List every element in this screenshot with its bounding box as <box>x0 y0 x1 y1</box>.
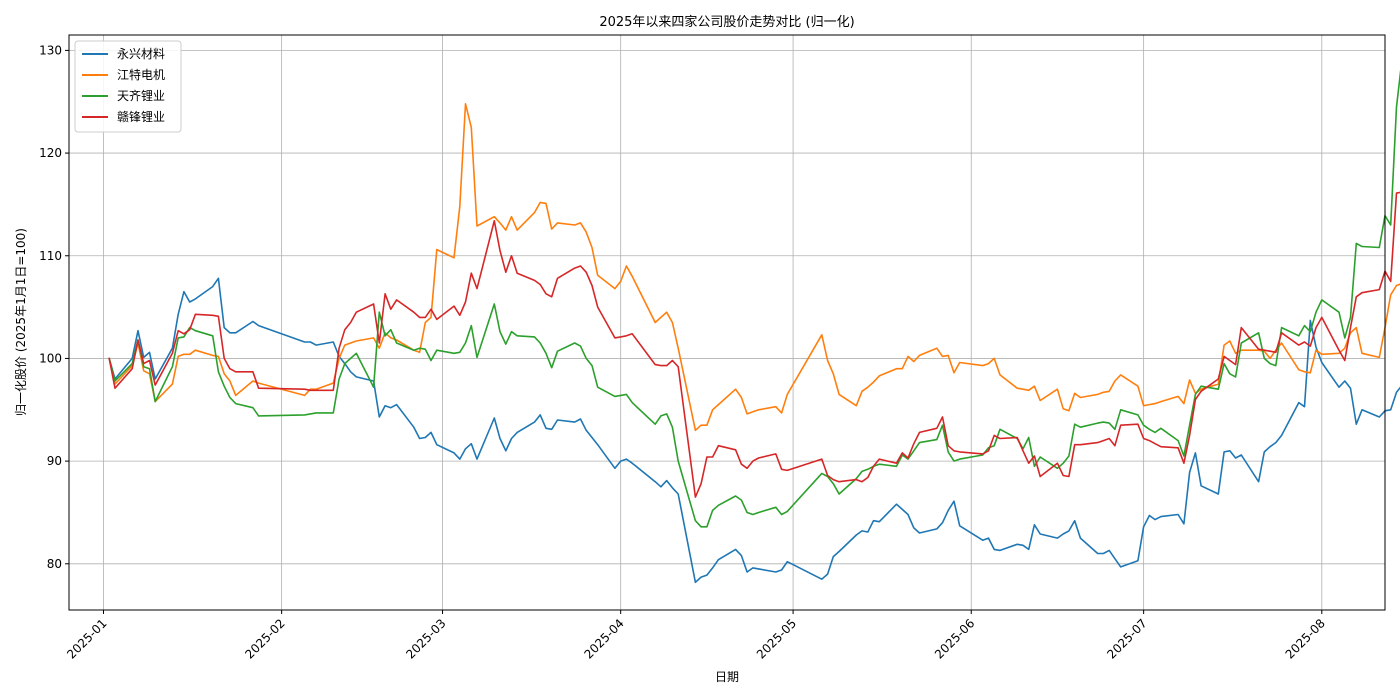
plot-frame <box>68 34 1386 611</box>
y-axis-label: 归一化股价 (2025年1月1日=100) <box>14 228 28 416</box>
y-tick-label: 130 <box>39 43 62 57</box>
y-tick-label: 110 <box>39 249 62 263</box>
y-tick-label: 90 <box>47 454 62 468</box>
series-layer <box>108 69 1400 584</box>
legend-box <box>74 40 182 133</box>
legend-label: 江特电机 <box>117 67 165 82</box>
series-line-4 <box>108 191 1400 498</box>
y-axis-ticks: 80 90 100 110 120 130 <box>39 43 69 571</box>
series-line-1 <box>108 277 1400 584</box>
x-axis-label: 日期 <box>715 670 739 684</box>
legend-label: 天齐锂业 <box>117 88 165 103</box>
series-line-3 <box>108 69 1400 528</box>
y-tick-label: 100 <box>39 351 62 365</box>
legend-label: 赣锋锂业 <box>117 109 165 124</box>
y-tick-label: 80 <box>47 557 62 571</box>
chart-title: 2025年以来四家公司股价走势对比 (归一化) <box>599 14 854 30</box>
grid-lines <box>69 35 1385 610</box>
y-tick-label: 120 <box>39 146 62 160</box>
legend-label: 永兴材料 <box>117 47 165 61</box>
series-line-2 <box>108 103 1400 432</box>
